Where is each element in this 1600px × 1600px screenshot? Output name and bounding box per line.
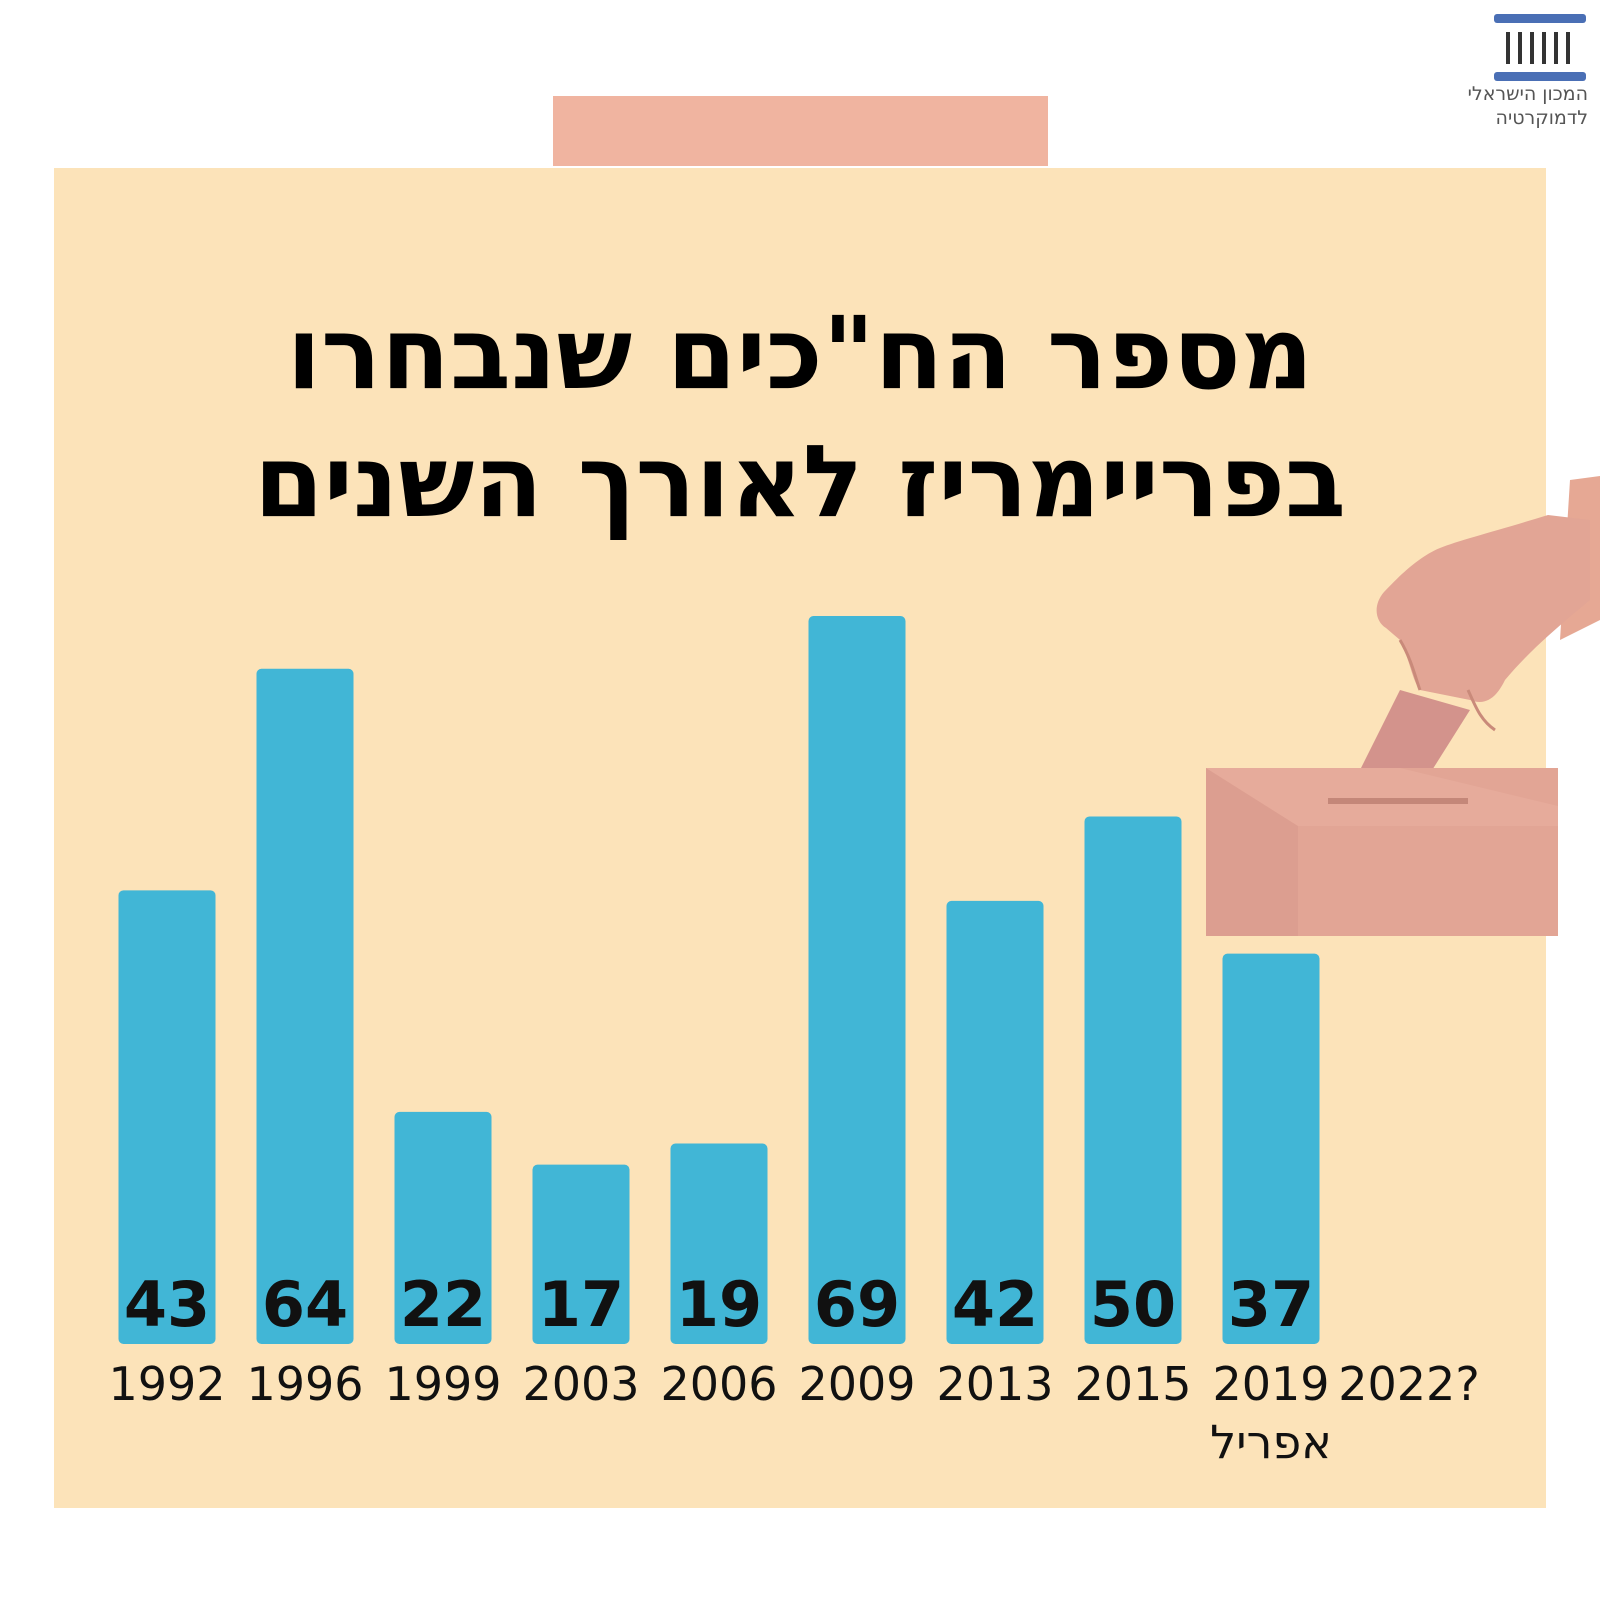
bars-group: 43 1992 64 1996 22 1999 17 2003 19 2006 69 2009 42 20… [108, 616, 1480, 1469]
x-tick-label: 1996 [246, 1357, 363, 1411]
x-tick-label: 2022? [1338, 1357, 1479, 1411]
x-tick-sublabel: אפריל [1210, 1415, 1332, 1469]
bar-value-label: 64 [262, 1268, 348, 1341]
bar-1992 [118, 890, 216, 1344]
bar-value-label: 17 [538, 1268, 624, 1341]
bar-2019 [1222, 953, 1320, 1344]
bar-value-label: 43 [124, 1268, 210, 1341]
logo-line-2: לדמוקרטיה [1495, 107, 1588, 129]
x-tick-label: 2013 [936, 1357, 1053, 1411]
bar-1996 [256, 668, 354, 1344]
bar-value-label: 42 [952, 1268, 1038, 1341]
x-tick-label: 2003 [522, 1357, 639, 1411]
chart-title-line-1: מספר הח"כים שנבחרו [286, 295, 1314, 412]
x-tick-label: 2015 [1074, 1357, 1191, 1411]
ballot-box-illustration [1206, 476, 1600, 936]
x-tick-label: 2006 [660, 1357, 777, 1411]
bar-value-label: 69 [814, 1268, 900, 1341]
bar-2009 [808, 616, 906, 1344]
bar-value-label: 50 [1090, 1268, 1176, 1341]
bar-value-label: 37 [1228, 1268, 1314, 1341]
parliament-icon [1494, 14, 1586, 81]
bar-2015 [1084, 816, 1182, 1344]
x-tick-label: 1999 [384, 1357, 501, 1411]
chart-title-line-2: בפריימריז לאורך השנים [253, 423, 1347, 540]
decorative-tab [553, 96, 1048, 166]
bar-1999 [394, 1111, 492, 1344]
x-tick-label: 1992 [108, 1357, 225, 1411]
bar-value-label: 22 [400, 1268, 486, 1341]
institute-logo: המכון הישראלי לדמוקרטיה [1458, 14, 1588, 130]
bar-2003 [532, 1164, 630, 1344]
x-tick-label: 2009 [798, 1357, 915, 1411]
bar-2006 [670, 1143, 768, 1344]
chart-title: מספר הח"כים שנבחרו בפריימריז לאורך השנים [54, 290, 1546, 546]
bar-2013 [946, 900, 1044, 1344]
bar-value-label: 19 [676, 1268, 762, 1341]
logo-line-1: המכון הישראלי [1467, 83, 1588, 105]
x-tick-label: 2019 [1212, 1357, 1329, 1411]
